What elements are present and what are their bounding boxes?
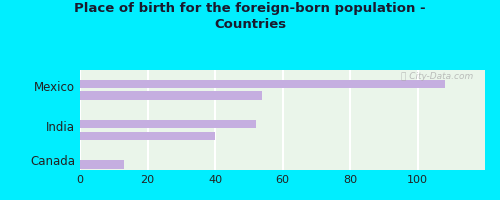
- Bar: [80, 91, 262, 100]
- Bar: [80, 132, 215, 140]
- Bar: [80, 160, 124, 169]
- Text: Place of birth for the foreign-born population -
Countries: Place of birth for the foreign-born popu…: [74, 2, 426, 31]
- Bar: [80, 120, 256, 128]
- Text: ⓘ City-Data.com: ⓘ City-Data.com: [400, 72, 473, 81]
- Bar: [80, 80, 444, 88]
